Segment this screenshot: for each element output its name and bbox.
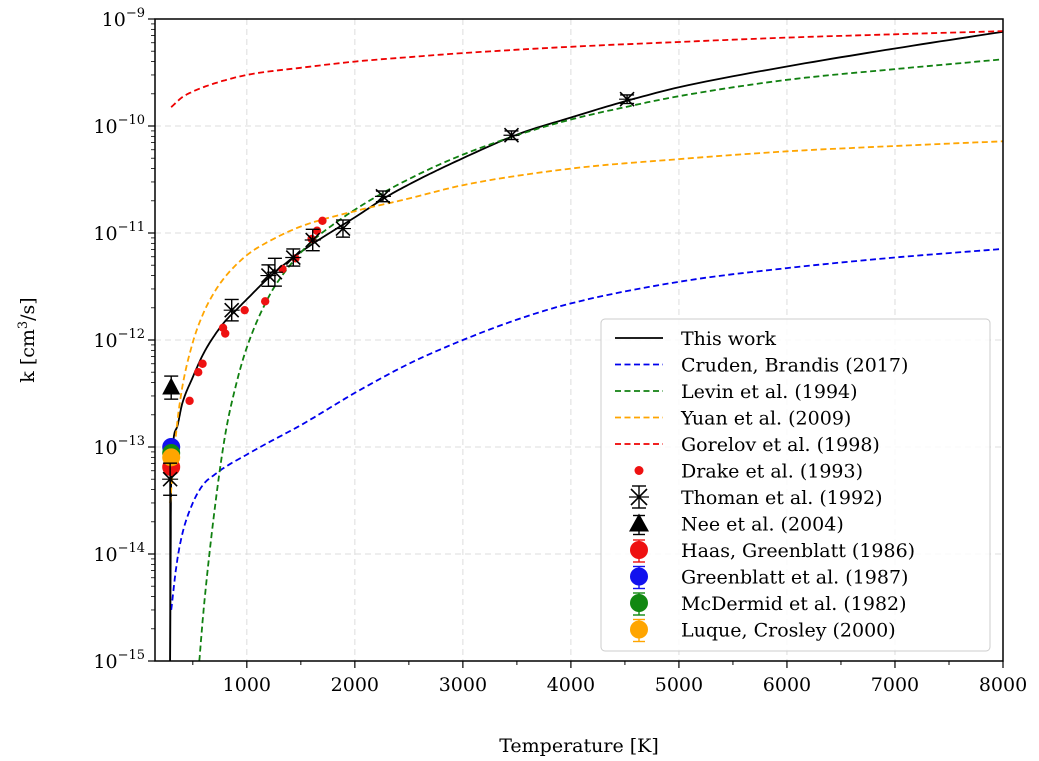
x-marker-stroke [305, 232, 321, 248]
series-line [198, 58, 1003, 661]
y-tick-label: 10−13 [93, 434, 145, 459]
x-tick-label: 2000 [331, 674, 379, 696]
legend: This work Cruden, Brandis (2017) Levin et … [600, 318, 991, 652]
legend-label: McDermid et al. (1982) [681, 593, 907, 615]
x-marker-stroke [630, 488, 648, 506]
legend-bigdot-handle [630, 541, 648, 559]
legend-bigdot-handle [630, 567, 648, 586]
legend-bigdot-handle [630, 620, 648, 639]
y-axis-label-post: /s] [17, 297, 39, 321]
legend-box [600, 318, 991, 652]
luque-point [162, 448, 181, 467]
y-axis-label: k [cm3/s] [16, 297, 39, 382]
drake-point [198, 359, 207, 368]
x-marker-stroke [267, 264, 283, 280]
drake-point [194, 368, 203, 377]
drake-point [185, 396, 194, 406]
x-tick-label: 7000 [871, 674, 919, 696]
series-line [169, 140, 1003, 503]
axis-ticks: 1000 2000 3000 4000 5000 6000 7000 8000 10−15 10−… [93, 6, 1027, 696]
x-tick-label: 1000 [223, 674, 271, 696]
y-tick-label: 10−14 [93, 541, 145, 566]
x-marker-stroke [285, 249, 301, 266]
legend-label: Nee et al. (2004) [681, 514, 844, 536]
x-tick-label: 3000 [439, 674, 487, 696]
x-axis-label: Temperature [K] [499, 735, 659, 757]
markers-layer [162, 91, 636, 661]
legend-label: Gorelov et al. (1998) [681, 434, 880, 456]
x-marker-stroke [335, 221, 351, 237]
x-marker-stroke [619, 91, 635, 107]
y-axis-label-sup: 3 [16, 321, 31, 329]
x-tick-label: 8000 [979, 674, 1027, 696]
series-line [170, 248, 1003, 611]
legend-label: Yuan et al. (2009) [680, 408, 851, 430]
x-tick-label: 6000 [763, 674, 811, 696]
x-marker-stroke [503, 127, 520, 143]
legend-label: Drake et al. (1993) [681, 461, 863, 483]
x-tick-label: 4000 [547, 674, 595, 696]
legend-dot-handle [634, 466, 644, 475]
x-marker-stroke [224, 302, 240, 318]
legend-label: Luque, Crosley (2000) [681, 620, 896, 642]
legend-label: This work [681, 328, 777, 350]
nee-point [162, 377, 181, 395]
series-line [170, 30, 1003, 108]
drake-point [318, 216, 327, 226]
legend-label: Haas, Greenblatt (1986) [681, 540, 915, 562]
drake-point [221, 329, 230, 338]
y-tick-label: 10−9 [102, 6, 145, 31]
legend-bigdot-handle [630, 594, 648, 612]
legend-label: Cruden, Brandis (2017) [681, 355, 908, 377]
legend-triangle-handle [629, 513, 649, 532]
y-tick-label: 10−10 [93, 113, 145, 138]
y-tick-label: 10−15 [93, 648, 145, 673]
y-axis-label-pre: k [cm [17, 329, 39, 383]
drake-point [240, 305, 249, 315]
x-tick-label: 5000 [655, 674, 703, 696]
y-tick-label: 10−11 [93, 220, 145, 245]
legend-label: Greenblatt et al. (1987) [681, 567, 908, 589]
x-marker-stroke [375, 188, 391, 204]
y-tick-label: 10−12 [93, 327, 145, 352]
drake-point [260, 297, 270, 306]
legend-label: Thoman et al. (1992) [681, 487, 883, 509]
legend-label: Levin et al. (1994) [681, 381, 858, 403]
